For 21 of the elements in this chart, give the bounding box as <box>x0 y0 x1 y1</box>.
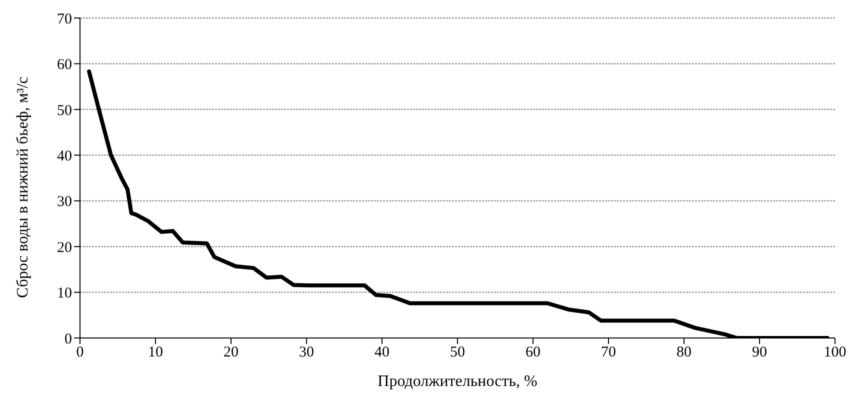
y-tick-label: 50 <box>57 102 72 119</box>
x-tick-label: 50 <box>450 344 465 361</box>
x-tick-label: 60 <box>526 344 540 361</box>
y-tick-label: 0 <box>64 331 72 348</box>
x-tick-label: 0 <box>76 344 84 361</box>
y-tick-label: 70 <box>57 11 72 28</box>
x-tick-label: 100 <box>824 344 846 361</box>
y-tick-label: 40 <box>57 148 72 164</box>
x-tick-label: 70 <box>601 344 616 361</box>
y-tick-label: 20 <box>57 240 72 256</box>
x-axis-title: Продолжительность, % <box>378 373 538 390</box>
x-tick-label: 30 <box>299 344 314 361</box>
y-tick-label: 10 <box>57 286 72 302</box>
y-tick-label: 30 <box>57 194 72 210</box>
x-tick-label: 90 <box>752 344 767 361</box>
x-tick-label: 40 <box>374 344 390 361</box>
x-tick-label: 20 <box>224 344 238 361</box>
y-tick-label: 60 <box>57 57 72 74</box>
x-tick-label: 80 <box>676 344 692 361</box>
y-axis-title: Сброс воды в нижний бьеф, м³/с <box>14 76 32 298</box>
x-tick-label: 10 <box>148 344 163 361</box>
